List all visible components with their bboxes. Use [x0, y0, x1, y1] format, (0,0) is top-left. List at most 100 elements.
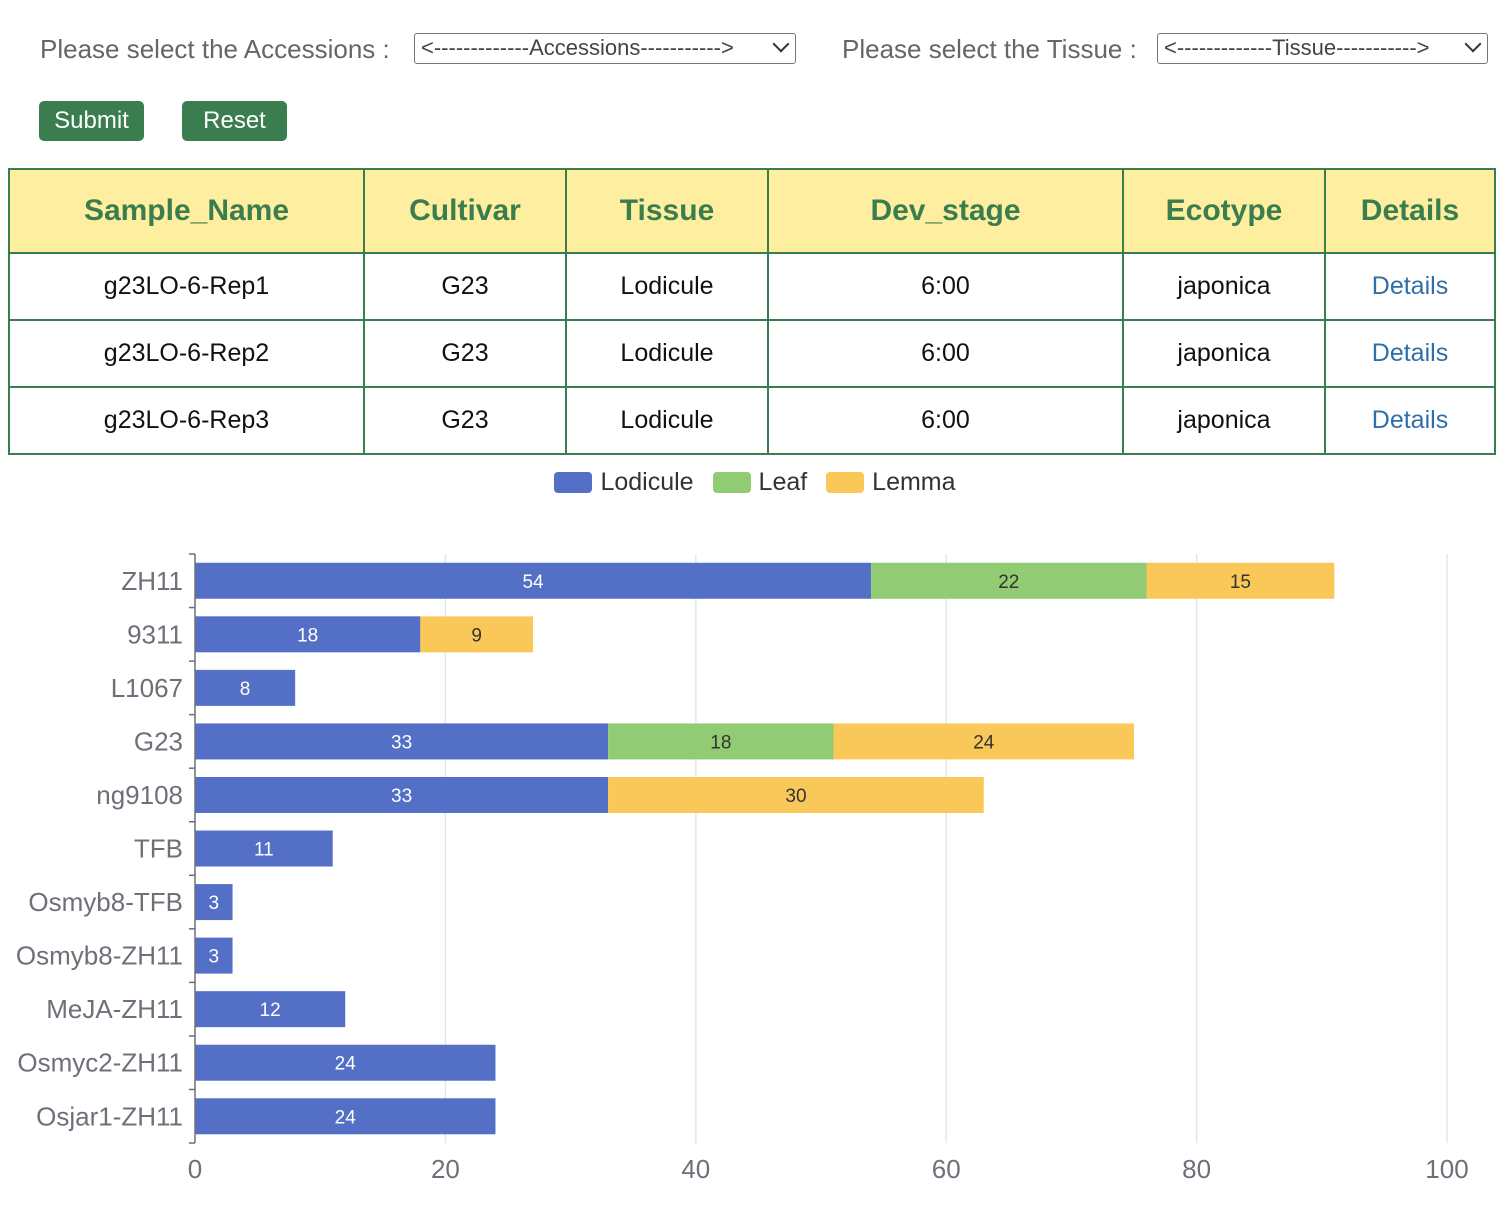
bar-leaf: [608, 723, 834, 760]
submit-button[interactable]: Submit: [39, 101, 144, 141]
bar-lodicule: [195, 1098, 496, 1135]
bar-value-label: 22: [998, 572, 1019, 593]
bar-lodicule: [195, 616, 421, 653]
cell-tissue: Lodicule: [565, 386, 769, 455]
bar-lodicule: [195, 562, 872, 599]
reset-button[interactable]: Reset: [182, 101, 287, 141]
legend-item-lemma[interactable]: Lemma: [826, 466, 956, 498]
bar-lemma: [833, 723, 1134, 760]
bar-value-label: 33: [391, 732, 412, 753]
bar-lodicule: [195, 776, 609, 813]
header-cultivar: Cultivar: [363, 168, 567, 254]
bar-value-label: 8: [240, 679, 251, 700]
y-tick-label: 9311: [127, 619, 183, 649]
legend-swatch: [554, 472, 593, 493]
accession-filter-label: Please select the Accessions :: [40, 34, 390, 64]
header-tissue: Tissue: [565, 168, 769, 254]
table-row: g23LO-6-Rep1 G23 Lodicule 6:00 japonica …: [8, 252, 1496, 321]
cell-ecotype: japonica: [1122, 252, 1326, 321]
cell-ecotype: japonica: [1122, 386, 1326, 455]
bar-lodicule: [195, 669, 296, 706]
details-link[interactable]: Details: [1371, 272, 1449, 300]
legend-item-leaf[interactable]: Leaf: [712, 466, 808, 498]
chart-legend: Lodicule Leaf Lemma: [0, 466, 1510, 498]
table-header-row: Sample_Name Cultivar Tissue Dev_stage Ec…: [8, 168, 1496, 254]
cell-sample-name: g23LO-6-Rep2: [8, 319, 365, 388]
y-tick-label: Osmyb8-TFB: [28, 887, 183, 917]
legend-swatch: [826, 472, 865, 493]
bar-lodicule: [195, 1044, 496, 1081]
bar-lodicule: [195, 937, 233, 974]
details-link[interactable]: Details: [1371, 406, 1449, 434]
bar-lodicule: [195, 884, 233, 921]
cell-dev-stage: 6:00: [767, 252, 1124, 321]
y-tick-label: Osmyb8-ZH11: [16, 941, 183, 971]
accession-select[interactable]: <-------------Accessions----------->: [414, 33, 796, 64]
cell-tissue: Lodicule: [565, 252, 769, 321]
table-row: g23LO-6-Rep2 G23 Lodicule 6:00 japonica …: [8, 319, 1496, 388]
details-link[interactable]: Details: [1371, 339, 1449, 367]
cell-sample-name: g23LO-6-Rep3: [8, 386, 365, 455]
header-dev-stage: Dev_stage: [767, 168, 1124, 254]
bar-value-label: 18: [710, 732, 731, 753]
header-details: Details: [1324, 168, 1496, 254]
bar-value-label: 15: [1230, 572, 1251, 593]
y-tick-label: Osjar1-ZH11: [36, 1101, 183, 1131]
bar-lemma: [420, 616, 534, 653]
bar-value-label: 18: [297, 625, 318, 646]
bar-value-label: 3: [208, 893, 219, 914]
bar-value-label: 24: [973, 732, 995, 753]
y-tick-label: Osmyc2-ZH11: [17, 1048, 183, 1078]
x-tick-label: 20: [431, 1154, 460, 1184]
legend-label: Lemma: [872, 468, 956, 496]
bar-value-label: 12: [260, 1000, 281, 1021]
bar-value-label: 24: [335, 1107, 357, 1128]
accession-select-value: <-------------Accessions----------->: [421, 35, 734, 60]
bar-value-label: 3: [208, 947, 219, 968]
legend-item-lodicule[interactable]: Lodicule: [554, 466, 694, 498]
y-tick-label: G23: [134, 726, 183, 756]
bar-value-label: 9: [471, 625, 482, 646]
x-tick-label: 80: [1182, 1154, 1211, 1184]
x-tick-label: 60: [932, 1154, 961, 1184]
legend-label: Lodicule: [600, 468, 694, 496]
table-row: g23LO-6-Rep3 G23 Lodicule 6:00 japonica …: [8, 386, 1496, 455]
bar-value-label: 30: [785, 786, 806, 807]
x-tick-label: 40: [681, 1154, 710, 1184]
bar-lemma: [608, 776, 984, 813]
tissue-select-value: <-------------Tissue----------->: [1164, 35, 1430, 60]
bar-lodicule: [195, 830, 333, 867]
bar-leaf: [871, 562, 1147, 599]
bar-lemma: [1146, 562, 1335, 599]
bar-value-label: 11: [254, 840, 274, 861]
cell-details: Details: [1324, 319, 1496, 388]
samples-table: Sample_Name Cultivar Tissue Dev_stage Ec…: [8, 168, 1496, 455]
y-tick-label: MeJA-ZH11: [46, 994, 183, 1024]
cell-ecotype: japonica: [1122, 319, 1326, 388]
legend-label: Leaf: [758, 468, 808, 496]
cell-dev-stage: 6:00: [767, 319, 1124, 388]
header-ecotype: Ecotype: [1122, 168, 1326, 254]
cell-cultivar: G23: [363, 386, 567, 455]
legend-swatch: [712, 472, 751, 493]
cell-tissue: Lodicule: [565, 319, 769, 388]
bar-value-label: 24: [335, 1054, 357, 1075]
cell-details: Details: [1324, 252, 1496, 321]
tissue-select[interactable]: <-------------Tissue----------->: [1157, 33, 1488, 64]
cell-sample-name: g23LO-6-Rep1: [8, 252, 365, 321]
y-tick-label: ZH11: [121, 566, 183, 596]
chevron-down-icon: [1464, 35, 1482, 53]
chevron-down-icon: [772, 35, 790, 53]
x-tick-label: 100: [1425, 1154, 1468, 1184]
tissue-filter-label: Please select the Tissue :: [842, 34, 1137, 64]
x-tick-label: 0: [188, 1154, 202, 1184]
y-tick-label: ng9108: [96, 780, 183, 810]
bar-value-label: 54: [522, 572, 544, 593]
y-tick-label: L1067: [111, 673, 183, 703]
header-sample-name: Sample_Name: [8, 168, 365, 254]
bar-value-label: 33: [391, 786, 412, 807]
cell-details: Details: [1324, 386, 1496, 455]
cell-dev-stage: 6:00: [767, 386, 1124, 455]
y-tick-label: TFB: [134, 834, 183, 864]
